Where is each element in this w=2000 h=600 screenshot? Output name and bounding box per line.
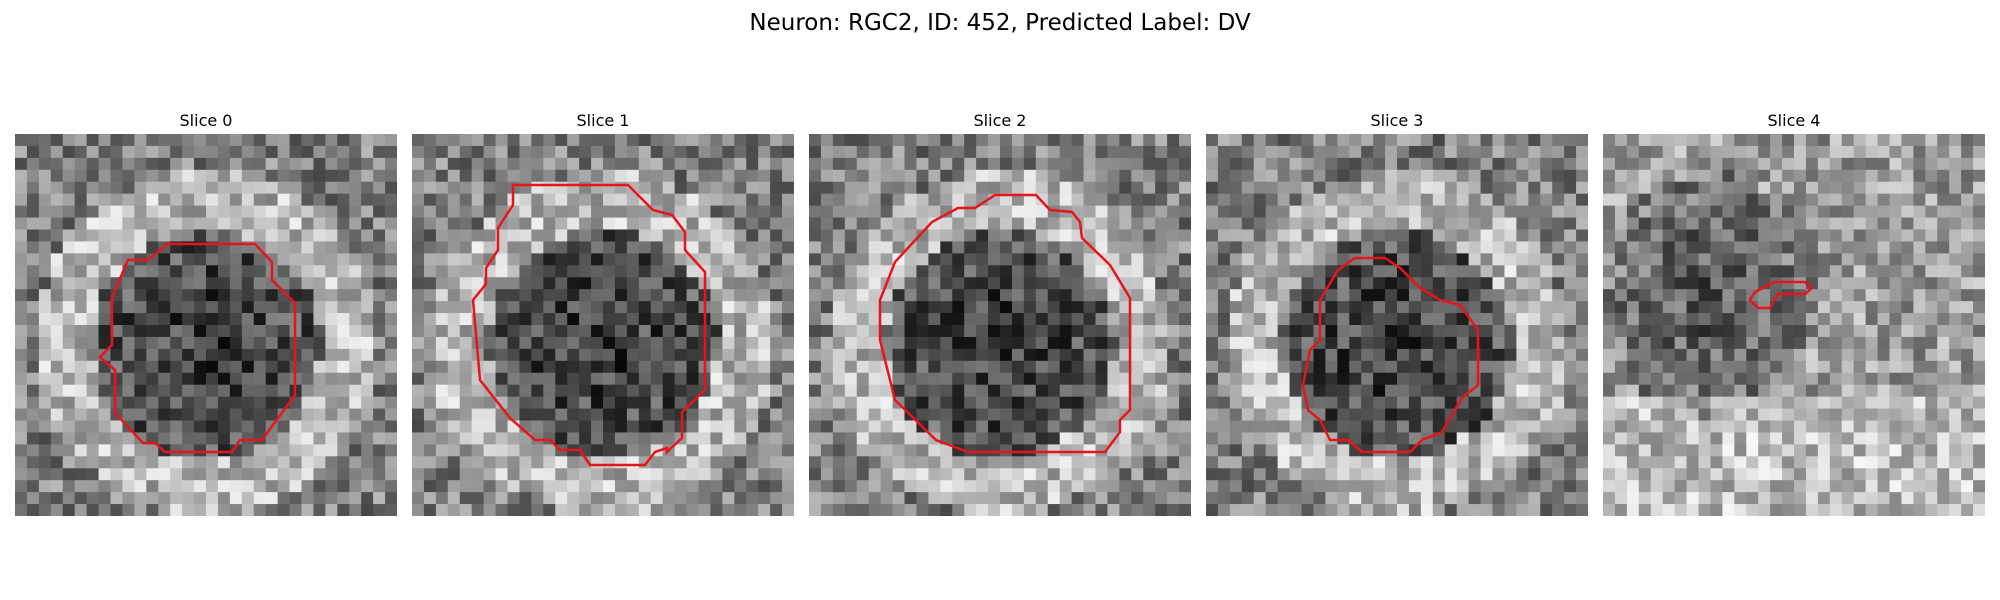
slice-image xyxy=(1206,134,1588,516)
slice-title: Slice 1 xyxy=(576,111,630,130)
slice-title: Slice 4 xyxy=(1767,111,1821,130)
slice-panel-3: Slice 3 xyxy=(1206,111,1588,516)
slice-panel-2: Slice 2 xyxy=(809,111,1191,516)
slice-panel-1: Slice 1 xyxy=(412,111,794,516)
segmentation-contour xyxy=(878,193,1132,454)
slice-title: Slice 0 xyxy=(179,111,233,130)
segmentation-contour xyxy=(1748,280,1814,310)
slice-panel-4: Slice 4 xyxy=(1603,111,1985,516)
segmentation-contour xyxy=(98,242,297,454)
segmentation-contour xyxy=(471,183,707,467)
slice-image xyxy=(1603,134,1985,516)
slice-title: Slice 3 xyxy=(1370,111,1424,130)
slice-title: Slice 2 xyxy=(973,111,1027,130)
slice-image xyxy=(412,134,794,516)
slice-panel-0: Slice 0 xyxy=(15,111,397,516)
slice-image xyxy=(15,134,397,516)
slice-image xyxy=(809,134,1191,516)
figure-title: Neuron: RGC2, ID: 452, Predicted Label: … xyxy=(749,10,1251,36)
segmentation-contour xyxy=(1301,256,1480,454)
